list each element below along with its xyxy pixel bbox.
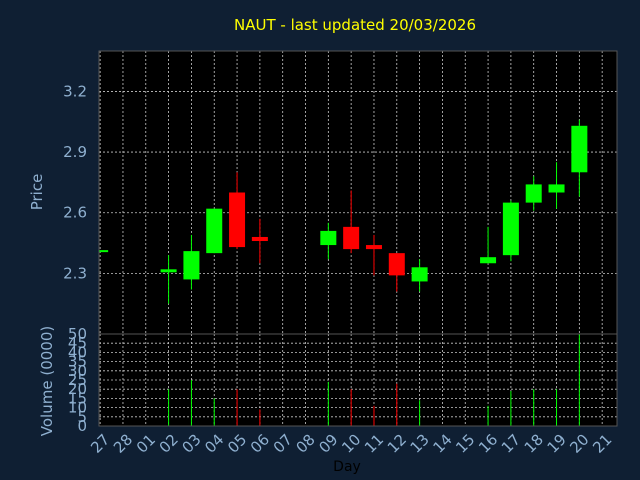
price-axis-label: Price (28, 174, 46, 211)
candle-body (411, 267, 428, 282)
price-tick-label: 2.3 (63, 264, 87, 282)
volume-tick-label: 5 (77, 408, 87, 426)
volume-tick-label: 20 (68, 380, 87, 398)
volume-tick-label: 10 (68, 399, 87, 417)
price-tick-label: 3.2 (63, 82, 87, 100)
volume-bars (168, 334, 580, 426)
volume-tick-label: 45 (68, 334, 87, 352)
candles (99, 119, 588, 304)
candle-body (320, 230, 337, 246)
volume-tick-label: 25 (68, 371, 87, 389)
volume-axis-label: Volume (0000) (38, 326, 56, 436)
volume-tick-label: 35 (68, 353, 87, 371)
candle-body (365, 245, 382, 250)
candle-body (206, 208, 223, 254)
candle-body (388, 253, 405, 276)
candle-body (571, 125, 588, 173)
price-tick-label: 2.9 (63, 143, 87, 161)
candle-body (183, 251, 200, 280)
candle-body (160, 269, 177, 273)
candle-body (525, 184, 542, 203)
x-axis-label: Day (333, 459, 361, 475)
volume-plot-frame (98, 333, 618, 427)
volume-plot-area (99, 334, 617, 426)
candle-body (548, 184, 565, 193)
volume-tick-label: 0 (77, 417, 87, 435)
volume-tick-label: 15 (68, 389, 87, 407)
candle-body (229, 192, 246, 248)
candle-body (251, 236, 268, 242)
candle-body (480, 257, 497, 264)
volume-tick-label: 30 (68, 362, 87, 380)
candle-body (502, 202, 519, 256)
volume-tick-label: 50 (68, 325, 87, 343)
price-tick-label: 2.6 (63, 204, 87, 222)
candle-body (343, 226, 360, 250)
chart-title: NAUT - last updated 20/03/2026 (234, 16, 476, 34)
volume-tick-label: 40 (68, 343, 87, 361)
